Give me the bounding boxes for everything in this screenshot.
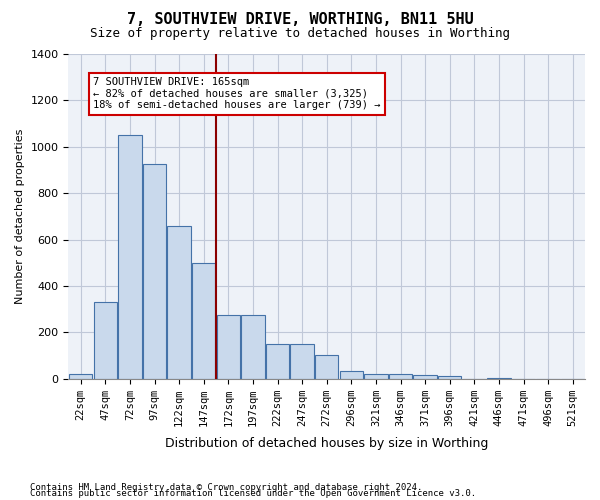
Bar — [413, 375, 437, 378]
X-axis label: Distribution of detached houses by size in Worthing: Distribution of detached houses by size … — [165, 437, 488, 450]
Bar — [340, 371, 363, 378]
Bar — [315, 356, 338, 378]
Bar — [118, 135, 142, 378]
Text: 7, SOUTHVIEW DRIVE, WORTHING, BN11 5HU: 7, SOUTHVIEW DRIVE, WORTHING, BN11 5HU — [127, 12, 473, 28]
Bar — [241, 315, 265, 378]
Bar — [217, 315, 240, 378]
Bar — [290, 344, 314, 378]
Bar — [69, 374, 92, 378]
Text: Size of property relative to detached houses in Worthing: Size of property relative to detached ho… — [90, 28, 510, 40]
Text: 7 SOUTHVIEW DRIVE: 165sqm
← 82% of detached houses are smaller (3,325)
18% of se: 7 SOUTHVIEW DRIVE: 165sqm ← 82% of detac… — [93, 77, 380, 110]
Text: Contains HM Land Registry data © Crown copyright and database right 2024.: Contains HM Land Registry data © Crown c… — [30, 484, 422, 492]
Bar — [266, 344, 289, 378]
Text: Contains public sector information licensed under the Open Government Licence v3: Contains public sector information licen… — [30, 490, 476, 498]
Bar — [167, 226, 191, 378]
Y-axis label: Number of detached properties: Number of detached properties — [15, 128, 25, 304]
Bar — [438, 376, 461, 378]
Bar — [143, 164, 166, 378]
Bar — [94, 302, 117, 378]
Bar — [389, 374, 412, 378]
Bar — [364, 374, 388, 378]
Bar — [192, 262, 215, 378]
